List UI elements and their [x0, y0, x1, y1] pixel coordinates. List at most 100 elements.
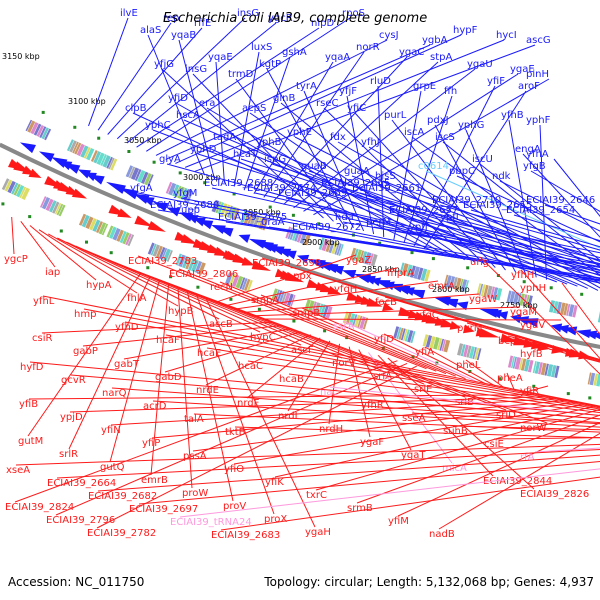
forward-leader-line	[211, 187, 600, 276]
reverse-gene-label: iap	[45, 267, 60, 278]
forward-gene-label: yphD	[190, 144, 217, 155]
reverse-leader-line	[29, 361, 600, 416]
feature-mark	[268, 205, 272, 209]
feature-mark	[85, 240, 88, 244]
gene-arrow	[197, 219, 214, 230]
forward-gene-label: pinH	[526, 69, 549, 80]
gene-arrow	[108, 204, 128, 217]
forward-gene-label: alaS	[140, 25, 161, 36]
reverse-gene-label: yfgC	[416, 310, 439, 321]
gene-arrow	[439, 298, 459, 308]
forward-leader-line	[456, 175, 600, 243]
gene-arrow	[166, 207, 181, 217]
reverse-gene-label: ygaZ	[346, 255, 371, 266]
forward-leader-line	[240, 158, 600, 277]
reverse-gene-label: ECIAI39_2826	[520, 489, 589, 500]
feature-mark	[232, 192, 236, 196]
reverse-gene-label: focB	[375, 297, 397, 308]
forward-leader-line	[308, 170, 600, 271]
reverse-gene-label: pssA	[183, 451, 207, 462]
reverse-leader-line	[342, 320, 476, 382]
reverse-gene-label: ygaT	[401, 450, 426, 461]
forward-gene-label: acpS	[242, 103, 266, 114]
reverse-leader-line	[178, 268, 437, 372]
feature-mark	[28, 215, 32, 219]
gene-arrow	[134, 215, 154, 227]
reverse-gene-label: nac	[320, 387, 338, 398]
gene-arrow	[455, 301, 469, 311]
feature-mark	[203, 181, 207, 185]
gene-arrow	[583, 330, 598, 340]
reverse-gene-label: hypC	[250, 332, 276, 343]
feature-mark	[323, 329, 327, 333]
reverse-leader-line	[452, 425, 600, 431]
forward-gene-label: hisS	[375, 171, 396, 182]
reverse-gene-label: csiE	[484, 439, 504, 450]
forward-leader-line	[391, 119, 506, 271]
accession-text: Accession: NC_011750	[8, 575, 144, 589]
reverse-gene-label: ECIAI39_2824	[5, 502, 74, 513]
forward-gene-label: yphE	[287, 127, 312, 138]
forward-gene-label: yphC	[145, 120, 171, 131]
forward-gene-label: rep	[163, 13, 179, 24]
reverse-leader-line	[234, 426, 600, 439]
reverse-gene-label: ECIAI39_2683	[211, 530, 280, 541]
forward-leader-line	[447, 221, 600, 254]
forward-gene-label: tyrA	[296, 81, 317, 92]
forward-gene-label: yfiF	[487, 76, 505, 87]
feature-block	[175, 253, 206, 275]
feature-block	[443, 274, 470, 293]
reverse-leader-line	[42, 295, 600, 407]
gene-arrow	[238, 234, 251, 243]
forward-leader-line	[299, 231, 600, 279]
reverse-gene-label: proV	[223, 501, 246, 512]
reverse-gene-label: bcp	[498, 336, 516, 347]
reverse-gene-label: ECIAI39_2664	[47, 478, 116, 489]
feature-block	[587, 372, 600, 388]
reverse-gene-label: yfiM	[388, 516, 409, 527]
gene-arrow	[327, 285, 342, 295]
forward-gene-label: ECIAI39_2655	[463, 200, 532, 211]
reverse-gene-label: ECIAI39_2844	[483, 476, 552, 487]
forward-gene-label: ECIAI39_2661	[352, 183, 421, 194]
reverse-leader-line	[11, 216, 15, 255]
forward-gene-label: fdx	[330, 132, 346, 143]
reverse-gene-label: emrA	[428, 281, 455, 292]
gene-arrow	[550, 323, 563, 333]
gene-arrow	[262, 243, 278, 253]
feature-mark	[178, 171, 182, 175]
feature-mark	[566, 392, 570, 396]
feature-mark	[292, 319, 296, 323]
gene-arrow	[216, 226, 234, 237]
forward-gene-label: iscU	[472, 154, 493, 165]
gene-arrow	[117, 208, 132, 218]
feature-block	[393, 326, 416, 344]
reverse-gene-label: ECIAI39_2796	[46, 515, 115, 526]
gene-arrow	[251, 260, 272, 272]
genome-backbone	[0, 142, 600, 349]
forward-gene-label: hcaT	[233, 149, 258, 160]
kbp-tick-label: 2800 kbp	[432, 285, 470, 294]
forward-gene-label: ECIAI39_2688	[204, 178, 273, 189]
feature-mark	[1, 202, 5, 206]
reverse-gene-label: yfjD	[374, 334, 394, 345]
forward-leader-line	[396, 214, 600, 265]
forward-gene-label: tadA	[213, 132, 236, 143]
reverse-gene-label: ECIAI39_2682	[88, 491, 157, 502]
forward-leader-line	[530, 170, 600, 213]
reverse-leader-line	[124, 321, 600, 408]
forward-leader-line	[553, 158, 600, 217]
forward-gene-label: yqaA	[325, 52, 350, 63]
forward-leader-line	[161, 68, 324, 219]
feature-mark	[291, 213, 295, 217]
reverse-gene-label: smpB	[292, 308, 320, 319]
reverse-gene-label: yfiR	[520, 386, 539, 397]
forward-gene-label: insG	[185, 64, 207, 75]
reverse-gene-label: hmp	[74, 309, 96, 320]
reverse-leader-line	[165, 334, 600, 409]
reverse-gene-label: smpA	[251, 295, 279, 306]
forward-gene-label: ygaU	[467, 59, 493, 70]
gene-arrow	[133, 193, 150, 204]
forward-gene-label: yfjF	[339, 86, 357, 97]
forward-gene-label: yphB	[256, 137, 282, 148]
